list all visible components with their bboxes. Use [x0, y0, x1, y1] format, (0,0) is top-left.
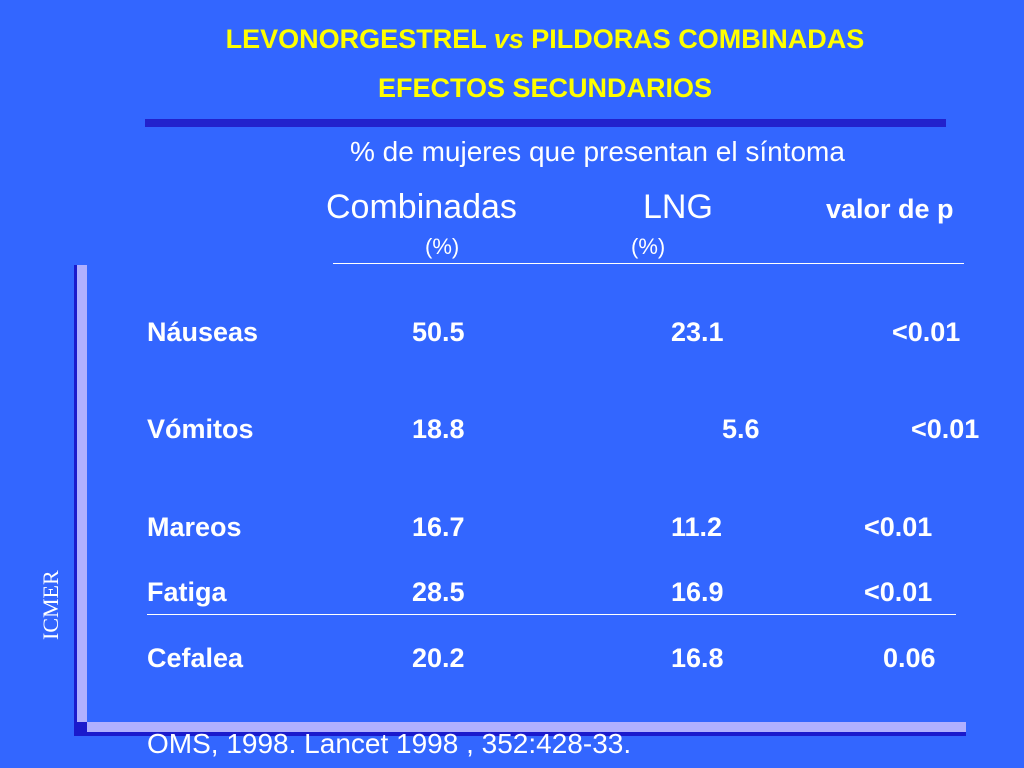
column-header-combinadas: Combinadas [326, 188, 517, 226]
column-unit-lng: (%) [631, 234, 666, 259]
cell-combinadas-cefalea: 20.2 [412, 643, 465, 673]
row-label-fatiga: Fatiga [147, 577, 227, 607]
cell-p-cefalea: 0.06 [883, 643, 936, 673]
row-label-nauseas: Náuseas [147, 317, 259, 347]
cell-p-mareos: <0.01 [864, 512, 933, 542]
source-citation: OMS, 1998. Lancet 1998 , 352:428-33. [147, 728, 632, 759]
column-header-p: valor de p [826, 194, 954, 224]
cell-lng-fatiga: 16.9 [671, 577, 724, 607]
cell-combinadas-mareos: 16.7 [412, 512, 465, 542]
cell-lng-vomitos: 5.6 [722, 414, 760, 444]
frame-bottom-highlight [87, 722, 966, 732]
header-rule [333, 263, 964, 264]
cell-p-nauseas: <0.01 [892, 317, 961, 347]
title-part-vs: vs [493, 24, 524, 54]
title-part-pildoras: PILDORAS COMBINADAS [531, 24, 865, 54]
title-part-levonorgestrel: LEVONORGESTREL [225, 24, 487, 54]
slide-title-line1: LEVONORGESTREL vs PILDORAS COMBINADAS [0, 24, 1024, 55]
table-subtitle: % de mujeres que presentan el síntoma [350, 136, 845, 167]
cell-p-fatiga: <0.01 [864, 577, 933, 607]
cell-combinadas-vomitos: 18.8 [412, 414, 465, 444]
cell-lng-mareos: 11.2 [671, 512, 723, 542]
cell-lng-cefalea: 16.8 [671, 643, 724, 673]
cell-p-vomitos: <0.01 [911, 414, 980, 444]
row-label-vomitos: Vómitos [147, 414, 254, 444]
icmer-logo: ICMER [38, 570, 63, 640]
column-unit-combinadas: (%) [425, 234, 460, 259]
row-rule [147, 614, 956, 615]
cell-combinadas-nauseas: 50.5 [412, 317, 465, 347]
row-label-mareos: Mareos [147, 512, 242, 542]
title-underline [145, 119, 946, 127]
cell-combinadas-fatiga: 28.5 [412, 577, 465, 607]
cell-lng-nauseas: 23.1 [671, 317, 724, 347]
row-label-cefalea: Cefalea [147, 643, 244, 673]
frame-left-highlight [77, 265, 87, 734]
slide-title-line2: EFECTOS SECUNDARIOS [377, 73, 713, 103]
column-header-lng: LNG [643, 188, 713, 226]
